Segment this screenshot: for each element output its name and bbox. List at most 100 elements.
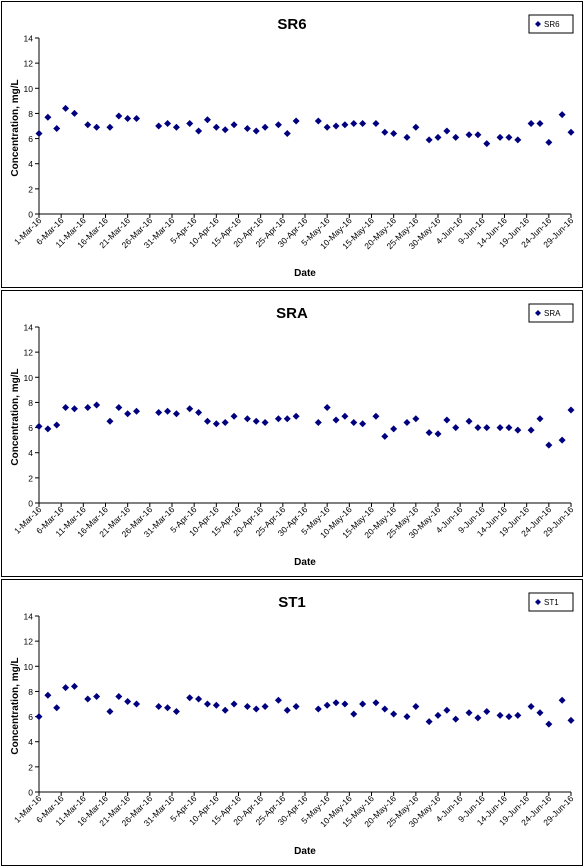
y-tick-label: 12 bbox=[24, 637, 34, 647]
data-point bbox=[452, 715, 460, 723]
x-axis-title: Date bbox=[294, 846, 316, 857]
data-point bbox=[221, 419, 229, 427]
data-point bbox=[35, 713, 43, 721]
data-point bbox=[155, 408, 163, 416]
data-point bbox=[381, 128, 389, 136]
y-tick-label: 0 bbox=[28, 788, 33, 798]
y-tick-label: 8 bbox=[28, 398, 33, 408]
data-point bbox=[403, 419, 411, 427]
data-point bbox=[230, 121, 238, 129]
legend-box bbox=[528, 592, 574, 612]
x-axis-title: Date bbox=[294, 268, 316, 279]
legend-box bbox=[528, 14, 574, 34]
data-point bbox=[124, 114, 132, 122]
data-point bbox=[536, 119, 544, 127]
data-point bbox=[203, 116, 211, 124]
chart-title: ST1 bbox=[278, 594, 306, 611]
data-point bbox=[252, 705, 260, 713]
y-tick-label: 14 bbox=[24, 323, 34, 333]
y-tick-label: 14 bbox=[24, 612, 34, 622]
data-point bbox=[514, 711, 522, 719]
data-point bbox=[341, 412, 349, 420]
legend-label: SR6 bbox=[544, 20, 560, 29]
data-point bbox=[292, 412, 300, 420]
y-axis-title: Concentration, mg/L bbox=[10, 368, 21, 465]
data-point bbox=[212, 123, 220, 131]
y-tick-label: 10 bbox=[24, 662, 34, 672]
data-point bbox=[44, 691, 52, 699]
data-point bbox=[314, 419, 322, 427]
data-point bbox=[106, 708, 114, 716]
y-tick-label: 0 bbox=[28, 499, 33, 509]
data-point bbox=[212, 420, 220, 428]
data-point bbox=[452, 133, 460, 141]
data-point bbox=[261, 419, 269, 427]
data-point bbox=[558, 696, 566, 704]
data-point bbox=[332, 122, 340, 130]
data-point bbox=[483, 708, 491, 716]
data-point bbox=[359, 420, 367, 428]
data-point bbox=[243, 703, 251, 711]
x-axis-title: Date bbox=[294, 557, 316, 568]
data-point bbox=[164, 119, 172, 127]
data-point bbox=[133, 407, 141, 415]
data-point bbox=[203, 417, 211, 425]
data-point bbox=[536, 709, 544, 717]
data-point bbox=[412, 415, 420, 423]
data-point bbox=[314, 705, 322, 713]
data-point bbox=[155, 703, 163, 711]
data-point bbox=[474, 424, 482, 432]
data-point bbox=[221, 126, 229, 134]
data-point bbox=[93, 692, 101, 700]
data-point bbox=[403, 133, 411, 141]
data-point bbox=[474, 131, 482, 139]
data-point bbox=[155, 122, 163, 130]
data-point bbox=[505, 713, 513, 721]
data-point bbox=[230, 412, 238, 420]
data-point bbox=[359, 119, 367, 127]
data-point bbox=[70, 682, 78, 690]
data-point bbox=[527, 119, 535, 127]
data-point bbox=[106, 417, 114, 425]
data-point bbox=[434, 711, 442, 719]
data-point bbox=[545, 720, 553, 728]
data-point bbox=[62, 403, 70, 411]
chart-panel-sra: SRA 0 2 4 6 8 10 12 14 1-Mar-16 6-Mar-16 11-Mar-16 1… bbox=[1, 290, 583, 577]
data-point bbox=[350, 710, 358, 718]
data-point bbox=[483, 424, 491, 432]
y-tick-label: 4 bbox=[28, 159, 33, 169]
data-point bbox=[323, 123, 331, 131]
data-point bbox=[70, 109, 78, 117]
data-point bbox=[44, 113, 52, 121]
data-point bbox=[496, 711, 504, 719]
data-point bbox=[164, 704, 172, 712]
data-point bbox=[443, 416, 451, 424]
data-point bbox=[53, 704, 61, 712]
chart-title: SR6 bbox=[277, 16, 306, 33]
data-point bbox=[93, 123, 101, 131]
data-point bbox=[133, 114, 141, 122]
data-point bbox=[567, 406, 575, 414]
y-tick-label: 2 bbox=[28, 473, 33, 483]
data-point bbox=[474, 714, 482, 722]
data-point bbox=[230, 700, 238, 708]
data-point bbox=[332, 416, 340, 424]
data-point bbox=[514, 426, 522, 434]
data-point bbox=[195, 127, 203, 135]
data-point bbox=[292, 117, 300, 125]
data-point bbox=[252, 417, 260, 425]
data-point bbox=[252, 127, 260, 135]
data-point bbox=[53, 125, 61, 133]
y-tick-label: 14 bbox=[24, 34, 34, 44]
data-point bbox=[567, 716, 575, 724]
data-point bbox=[425, 718, 433, 726]
data-point bbox=[283, 130, 291, 138]
data-point bbox=[203, 700, 211, 708]
data-point bbox=[283, 415, 291, 423]
legend-marker bbox=[535, 599, 541, 605]
data-point bbox=[341, 700, 349, 708]
data-point bbox=[172, 123, 180, 131]
data-point bbox=[350, 419, 358, 427]
data-point bbox=[35, 130, 43, 138]
data-point bbox=[115, 403, 123, 411]
